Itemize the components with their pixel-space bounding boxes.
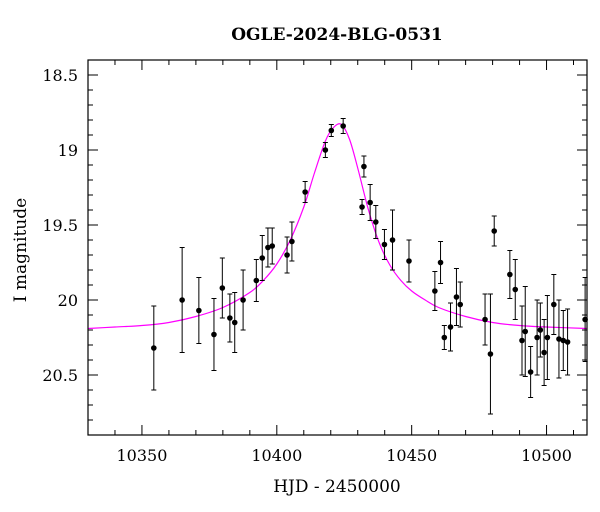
- y-tick-label: 18.5: [42, 66, 78, 85]
- data-point: [491, 228, 498, 234]
- y-tick-label: 19.5: [42, 216, 78, 235]
- data-point: [361, 163, 367, 170]
- data-point: [219, 285, 226, 291]
- data-point: [522, 328, 529, 335]
- data-point: [381, 241, 388, 248]
- y-tick-label: 19: [58, 141, 78, 160]
- data-point: [373, 219, 379, 225]
- data-point: [527, 369, 534, 375]
- data-point: [512, 286, 519, 293]
- data-point: [367, 199, 373, 206]
- data-point: [240, 297, 246, 303]
- data-point: [551, 301, 557, 308]
- x-axis-label: HJD - 2450000: [273, 477, 401, 497]
- data-point: [534, 334, 540, 341]
- data-point: [447, 324, 454, 330]
- tick-labels: 10350 10400 10450 10500 18.5 19 19.5 20 20.5: [42, 66, 572, 465]
- data-point: [437, 259, 444, 266]
- plot-frame: [87, 59, 588, 436]
- y-axis-label: I magnitude: [11, 198, 31, 302]
- data-point: [265, 244, 271, 251]
- data-point: [441, 334, 448, 341]
- plot-area: [87, 118, 588, 415]
- data-point: [556, 336, 562, 342]
- data-point: [284, 252, 290, 258]
- data-point: [432, 288, 438, 294]
- y-tick-label: 20.5: [42, 366, 78, 385]
- axis-ticks: [87, 60, 587, 436]
- data-point: [482, 316, 488, 323]
- data-point: [211, 331, 217, 338]
- data-point: [487, 351, 494, 357]
- x-tick-label: 10400: [251, 446, 302, 465]
- data-point: [322, 147, 329, 153]
- data-point: [406, 258, 412, 264]
- data-point: [196, 307, 202, 314]
- data-point: [359, 204, 365, 210]
- data-point: [340, 123, 346, 129]
- data-point: [289, 238, 295, 245]
- x-tick-label: 10500: [521, 446, 572, 465]
- data-point: [560, 337, 567, 344]
- data-point: [302, 189, 308, 195]
- data-point: [328, 127, 335, 134]
- data-point: [544, 334, 551, 341]
- data-point: [541, 349, 547, 356]
- model-curve: [87, 123, 588, 330]
- data-point: [269, 243, 276, 249]
- data-point: [519, 337, 525, 344]
- x-tick-label: 10350: [116, 446, 167, 465]
- data-point: [231, 319, 238, 326]
- data-point: [179, 297, 185, 303]
- data-point: [507, 271, 513, 278]
- data-point: [564, 339, 571, 345]
- data-point: [453, 294, 460, 300]
- data-point: [537, 327, 544, 333]
- data-point: [253, 277, 260, 284]
- data-point: [151, 345, 157, 351]
- data-point: [259, 255, 266, 261]
- data-point: [457, 301, 464, 308]
- x-tick-label: 10450: [386, 446, 437, 465]
- y-tick-label: 20: [58, 291, 78, 310]
- data-point: [389, 237, 396, 243]
- data-point: [227, 315, 233, 321]
- chart-title: OGLE-2024-BLG-0531: [231, 25, 443, 45]
